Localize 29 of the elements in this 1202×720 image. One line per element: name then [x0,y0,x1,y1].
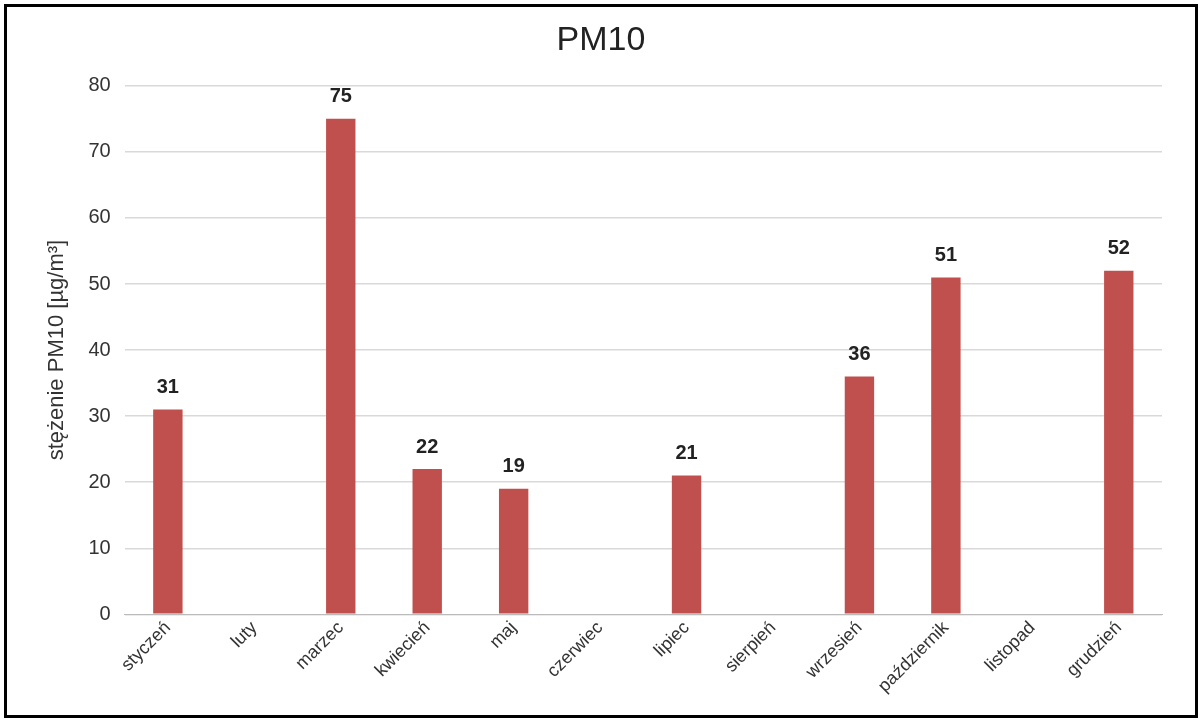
y-tick-label: 0 [99,601,111,624]
data-label: 31 [156,375,179,398]
data-label: 21 [675,441,698,464]
data-label: 52 [1107,236,1130,259]
bar [153,409,183,614]
bar [671,475,702,614]
bar [498,488,529,614]
y-tick-label: 10 [88,535,111,558]
bar [931,277,961,614]
y-tick-label: 80 [88,73,111,96]
y-axis-title: stężenie PM10 [µg/m³] [43,239,69,461]
bar [326,118,356,614]
data-label: 51 [934,242,958,265]
y-tick-label: 40 [88,337,111,360]
x-tick-label: maj [485,617,520,652]
bar [412,469,442,614]
data-label: 75 [329,84,352,107]
y-tick-label: 60 [88,205,111,228]
data-label: 22 [416,434,439,457]
data-label: 19 [502,454,525,477]
x-tick-label: luty [226,617,261,652]
y-tick-label: 20 [88,469,111,492]
chart-title: PM10 [556,18,646,57]
y-tick-label: 50 [88,271,111,294]
data-label: 36 [848,342,871,365]
y-tick-label: 30 [88,403,111,426]
bar [1104,270,1134,614]
bar [844,376,875,614]
y-tick-label: 70 [88,139,111,162]
